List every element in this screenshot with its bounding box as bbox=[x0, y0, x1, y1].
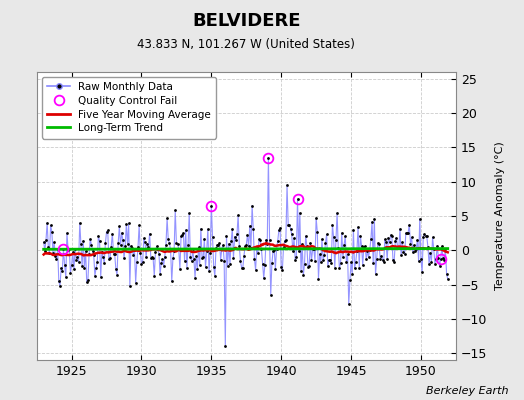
Legend: Raw Monthly Data, Quality Control Fail, Five Year Moving Average, Long-Term Tren: Raw Monthly Data, Quality Control Fail, … bbox=[42, 77, 216, 138]
Text: 43.833 N, 101.267 W (United States): 43.833 N, 101.267 W (United States) bbox=[137, 38, 355, 51]
Text: BELVIDERE: BELVIDERE bbox=[192, 12, 301, 30]
Text: Berkeley Earth: Berkeley Earth bbox=[426, 386, 508, 396]
Y-axis label: Temperature Anomaly (°C): Temperature Anomaly (°C) bbox=[496, 142, 506, 290]
